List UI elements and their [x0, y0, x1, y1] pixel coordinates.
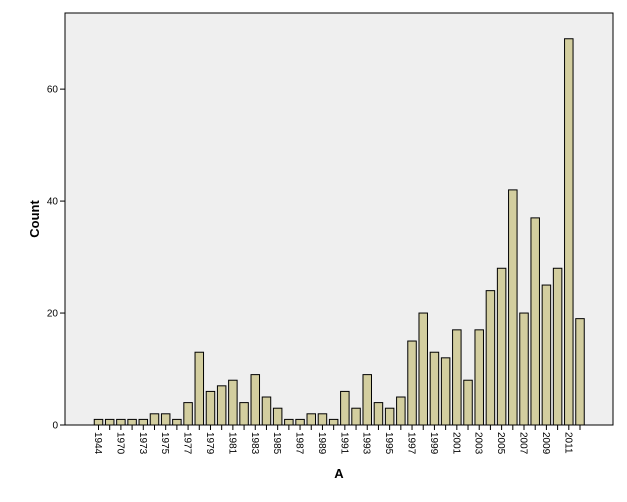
bar-1978 [194, 351, 205, 426]
bar-1992 [351, 407, 361, 426]
x-tick-label: 2001 [450, 432, 461, 455]
bar-1999 [429, 351, 440, 426]
bar-1998 [418, 312, 428, 426]
bar-1981 [228, 379, 238, 426]
x-tick-label: 1999 [428, 432, 439, 455]
x-tick-label: 1970 [114, 432, 125, 455]
bar-1990 [328, 418, 339, 426]
bar-2002 [463, 379, 473, 426]
bar-1995 [384, 407, 395, 426]
bar-1975 [160, 413, 171, 426]
x-axis-title: A [334, 466, 344, 481]
bar-1994 [373, 402, 384, 426]
bar-2000 [440, 357, 451, 426]
bar-1973 [138, 418, 149, 426]
bar-2003 [474, 329, 484, 426]
x-tick-label: 1975 [159, 432, 170, 455]
bar-2008 [530, 217, 540, 426]
bar-1969 [104, 418, 115, 426]
bar-1991 [340, 390, 350, 426]
bar-1970 [116, 418, 126, 426]
bar-1944 [93, 418, 104, 426]
bar-1986 [284, 418, 294, 426]
y-axis: 0 20 40 60 [47, 85, 65, 432]
x-tick-label: 1973 [137, 432, 148, 455]
bar-2006 [508, 189, 518, 426]
bar-1972 [127, 418, 137, 426]
bar-1976 [172, 418, 182, 426]
x-tick-label: 1983 [249, 432, 260, 455]
x-tick-label: 1981 [226, 432, 237, 455]
bar-1997 [407, 340, 417, 426]
x-tick-label: 2011 [562, 432, 573, 454]
bar-2010 [552, 267, 563, 426]
x-tick-label: 2005 [495, 432, 506, 455]
x-tick-label: 2003 [473, 432, 484, 455]
y-tick-label: 0 [52, 421, 58, 432]
bar-1980 [216, 385, 227, 426]
bar-1977 [183, 402, 193, 426]
bar-1988 [306, 413, 317, 426]
bar-1982 [239, 402, 249, 426]
bar-2009 [541, 284, 552, 426]
x-tick-label: 1979 [204, 432, 215, 455]
bars-group [93, 38, 585, 426]
y-tick-label: 60 [47, 85, 59, 96]
x-tick-label: 1991 [338, 432, 349, 455]
bar-1983 [250, 374, 261, 426]
bar-2011 [564, 38, 574, 426]
bar-2004 [485, 290, 496, 426]
bar-1989 [317, 413, 328, 426]
bar-1987 [295, 418, 305, 426]
y-axis-title: Count [27, 200, 42, 238]
x-tick-label: 1977 [182, 432, 193, 455]
x-tick-label: 2007 [518, 432, 529, 455]
x-tick-label: 1989 [316, 432, 327, 455]
y-tick-label: 20 [47, 309, 59, 320]
bar-1996 [396, 396, 406, 426]
x-tick-label: 1993 [361, 432, 372, 455]
bar-1993 [362, 374, 372, 426]
bar-1985 [272, 407, 283, 426]
bar-2001 [452, 329, 462, 426]
x-tick-label: 1985 [271, 432, 282, 455]
bar-2005 [496, 267, 507, 426]
x-tick-label: 1997 [406, 432, 417, 455]
bar-1974 [149, 413, 160, 426]
bar-2012 [575, 318, 585, 426]
x-tick-label: 2009 [540, 432, 551, 455]
x-tick-label: 1987 [294, 432, 305, 455]
bar-1984 [261, 396, 272, 426]
y-tick-label: 40 [47, 197, 59, 208]
x-tick-label: 1944 [92, 432, 103, 455]
x-tick-label: 1995 [383, 432, 394, 455]
bar-2007 [519, 312, 529, 426]
x-axis: 1944 1970 1973 1975 1977 1979 1981 1983 1985 1987… [92, 425, 581, 455]
bar-1979 [205, 390, 216, 426]
